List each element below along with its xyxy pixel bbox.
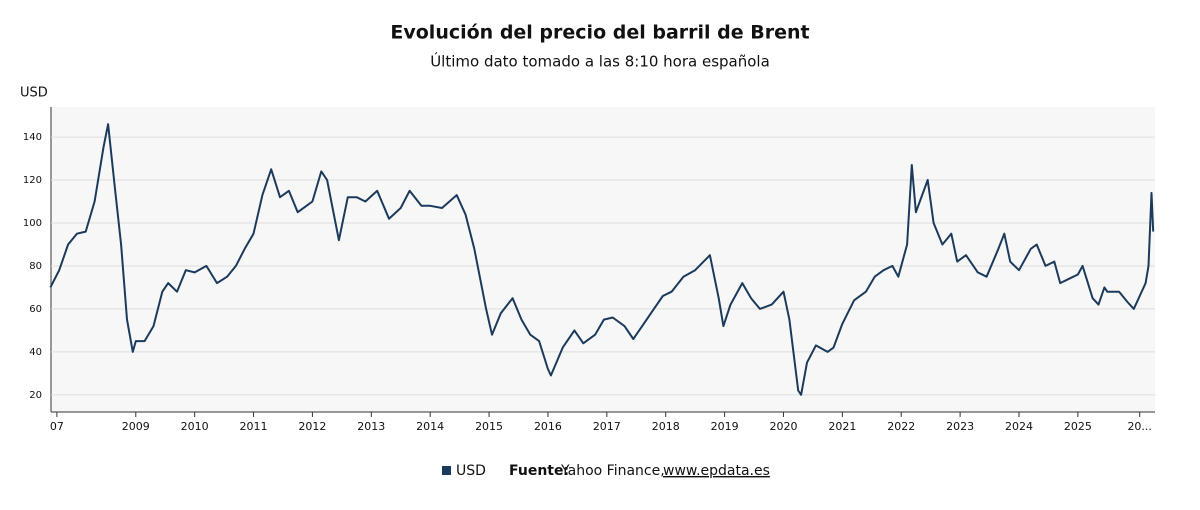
x-tick-label: 2022 <box>887 420 915 433</box>
y-tick-label: 60 <box>29 304 42 315</box>
x-tick-label: 2018 <box>652 420 680 433</box>
x-tick-label: 2020 <box>769 420 797 433</box>
y-axis-label: USD <box>20 86 48 101</box>
x-tick-label: 20... <box>1127 420 1152 433</box>
x-tick-label: 2010 <box>181 420 209 433</box>
source-link[interactable]: www.epdata.es <box>663 463 770 479</box>
legend-label: USD <box>456 463 486 479</box>
source-label: Fuente: <box>509 463 569 479</box>
x-tick-label: 2017 <box>593 420 621 433</box>
x-tick-label: 2013 <box>357 420 385 433</box>
x-tick-label: 2024 <box>1005 420 1033 433</box>
legend: USD Fuente: Yahoo Finance, www.epdata.es <box>442 463 770 479</box>
x-tick-label: 2012 <box>298 420 326 433</box>
y-tick-label: 120 <box>23 175 42 186</box>
x-tick-label: 2021 <box>828 420 856 433</box>
x-tick-label: 2011 <box>240 420 268 433</box>
x-tick-label: 2015 <box>475 420 503 433</box>
y-tick-label: 20 <box>29 390 42 401</box>
x-tick-label: 07 <box>50 420 64 433</box>
x-tick-label: 2019 <box>711 420 739 433</box>
y-tick-label: 100 <box>23 218 42 229</box>
x-tick-label: 2025 <box>1064 420 1092 433</box>
y-tick-label: 40 <box>29 347 42 358</box>
source: Yahoo Finance, <box>560 463 665 479</box>
x-tick-label: 2009 <box>122 420 150 433</box>
y-tick-label: 80 <box>29 261 42 272</box>
plot-area <box>51 107 1155 412</box>
x-tick-label: 2014 <box>416 420 444 433</box>
chart-subtitle: Último dato tomado a las 8:10 hora españ… <box>430 52 770 71</box>
legend-swatch <box>442 466 451 475</box>
y-tick-label: 140 <box>23 132 42 143</box>
chart-title: Evolución del precio del barril de Brent <box>390 22 809 44</box>
x-tick-label: 2016 <box>534 420 562 433</box>
x-tick-label: 2023 <box>946 420 974 433</box>
data-line <box>49 123 1155 396</box>
